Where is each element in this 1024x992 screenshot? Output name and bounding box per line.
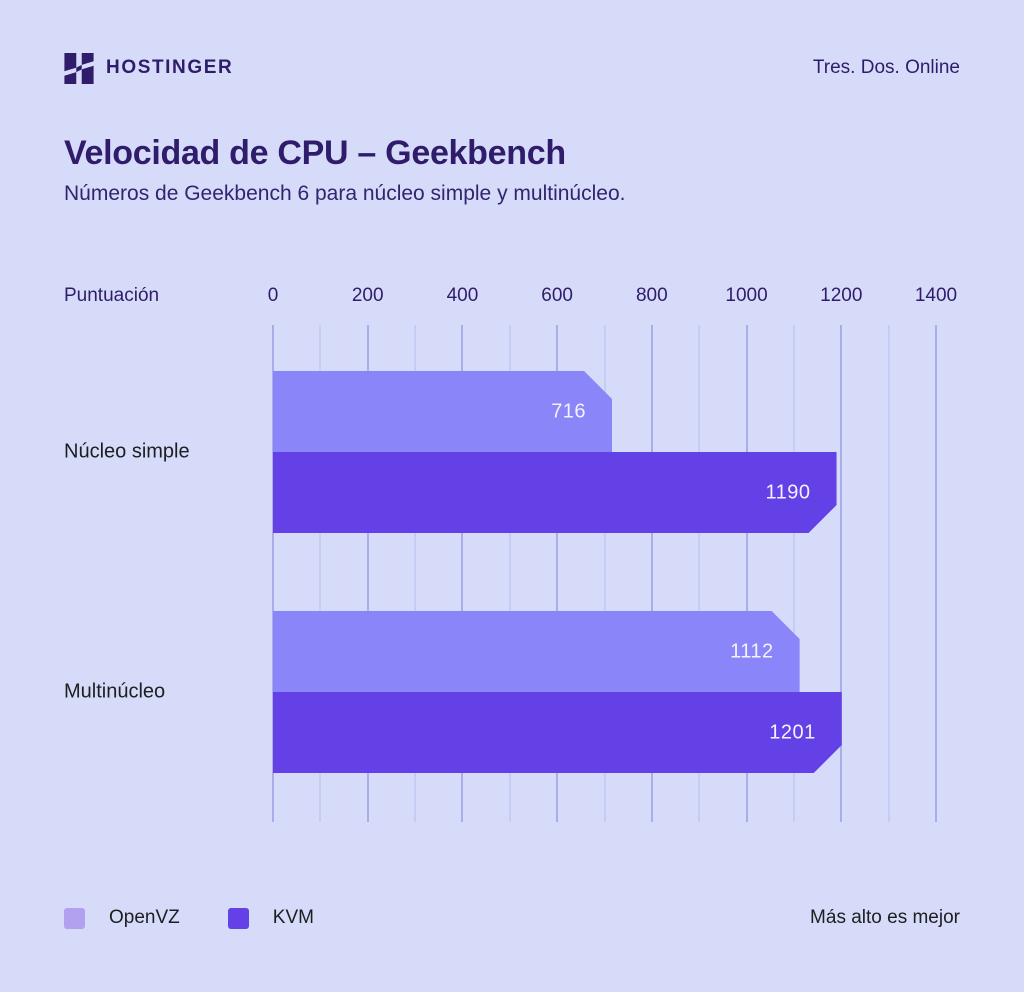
axis-tick-1200: 1200 [820,285,863,306]
category-label-nucleo-simple: Núcleo simple [64,440,190,463]
legend-swatch-kvm [227,907,249,929]
gridline-600 [556,325,559,822]
bar-value-label: 1190 [765,481,811,503]
legend-label-openvz: OpenVZ [109,907,180,928]
bar-kvm-nucleo-simple: 1190 [273,452,837,533]
legend-item-openvz: OpenVZ [64,907,180,929]
page-subtitle: Números de Geekbench 6 para núcleo simpl… [64,182,626,205]
gridline-700 [603,325,606,822]
gridline-1000 [745,325,748,822]
axis-tick-0: 0 [267,285,279,306]
header-tagline: Tres. Dos. Online [812,57,960,78]
bar-value-label: 1201 [769,721,816,743]
bar-openvz-multinucleo: 1112 [273,611,800,692]
gridline-500 [508,325,511,822]
header: HOSTINGER Tres. Dos. Online [64,52,960,84]
legend-swatch-openvz [64,907,85,929]
axis-title: Puntuación [64,285,160,306]
legend: OpenVZ KVM [64,907,314,929]
footer: OpenVZ KVM Más alto es mejor [64,905,960,931]
gridline-800 [650,325,653,822]
gridline-1100 [792,325,795,822]
brand-name: HOSTINGER [106,57,234,78]
bar-kvm-multinucleo: 1201 [273,692,842,773]
gridline-1400 [935,325,937,822]
bar-value-label: 1112 [730,640,774,662]
gridline-900 [698,325,701,822]
plot-area: 716 1190 1112 1201 [272,325,937,822]
gridline-300 [414,325,417,822]
axis-tick-1400: 1400 [914,285,958,306]
hostinger-logo-icon [64,52,94,84]
bar-value-label: 716 [551,400,587,422]
gridline-400 [461,325,464,822]
legend-item-kvm: KVM [227,907,314,929]
category-label-multinucleo: Multinúcleo [64,680,166,703]
bar-openvz-nucleo-simple: 716 [273,371,612,452]
page-title: Velocidad de CPU – Geekbench [64,134,566,172]
chart-note: Más alto es mejor [810,907,960,928]
gridline-100 [319,325,322,822]
axis-tick-400: 400 [446,285,479,306]
axis-tick-1000: 1000 [725,285,768,306]
gridline-1200 [840,325,843,822]
axis-tick-800: 800 [635,285,668,306]
axis-tick-600: 600 [541,285,573,306]
brand: HOSTINGER [64,52,234,84]
axis-tick-200: 200 [351,285,384,306]
gridline-0 [272,325,274,822]
gridline-200 [366,325,369,822]
gridline-1300 [887,325,890,822]
legend-label-kvm: KVM [272,907,314,928]
